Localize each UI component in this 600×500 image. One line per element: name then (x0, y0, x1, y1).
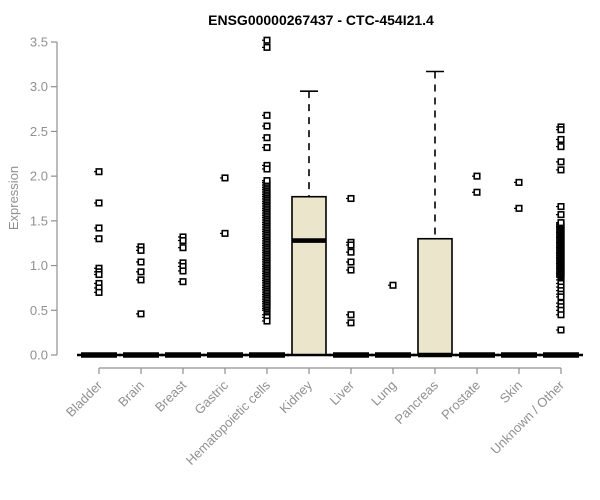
y-tick-label: 1.5 (30, 213, 48, 228)
data-point (221, 174, 229, 182)
y-tick-label: 2.0 (30, 169, 48, 184)
data-point (515, 204, 523, 212)
data-point (137, 268, 145, 276)
y-tick-label: 3.5 (30, 35, 48, 50)
data-point (95, 199, 103, 207)
box-group-bladder (77, 168, 121, 358)
x-tick-label: Brain (115, 378, 147, 410)
data-point (557, 166, 565, 174)
data-point (263, 143, 271, 152)
y-tick-label: 2.5 (30, 124, 48, 139)
data-point (263, 177, 271, 185)
data-point (347, 248, 355, 256)
data-point (263, 317, 271, 325)
box-group-skin (497, 178, 541, 358)
data-point (347, 194, 355, 203)
data-point (347, 241, 355, 249)
data-point (557, 211, 565, 219)
data-point (557, 293, 565, 301)
data-point (347, 258, 355, 266)
x-tick-label: Breast (152, 377, 189, 414)
chart-title: ENSG00000267437 - CTC-454I21.4 (208, 12, 434, 28)
data-point (557, 143, 565, 151)
data-point (95, 168, 103, 176)
data-point (263, 165, 271, 173)
data-point (557, 158, 565, 166)
x-tick-label: Prostate (438, 378, 483, 423)
x-tick-label: Liver (327, 377, 358, 408)
y-tick-label: 3.0 (30, 79, 48, 94)
data-point (473, 188, 481, 196)
data-point (179, 267, 187, 275)
y-tick-label: 1.0 (30, 258, 48, 273)
data-point (263, 134, 271, 142)
y-axis: 0.0 0.5 1.0 1.5 2.0 2.5 3.0 3.5 (30, 35, 58, 363)
x-tick-label: Unknown / Other (488, 377, 568, 457)
data-point (95, 270, 103, 279)
box-pancreas (417, 237, 453, 356)
box-kidney (291, 195, 327, 356)
data-point (263, 111, 271, 119)
y-tick-label: 0.0 (30, 348, 48, 363)
data-point (179, 278, 187, 286)
data-point (137, 310, 145, 318)
data-point (557, 219, 565, 227)
data-point (179, 236, 187, 245)
data-point (263, 36, 271, 44)
data-point (347, 311, 355, 319)
data-point (263, 43, 271, 51)
data-point (557, 126, 565, 134)
x-tick-label: Skin (497, 378, 525, 406)
data-point (389, 281, 397, 289)
box-group-lung (371, 281, 415, 358)
x-tick-label: Bladder (63, 377, 106, 420)
data-point (95, 224, 103, 232)
box-group-hematopoietic-cells (245, 36, 289, 358)
x-tick-label: Pancreas (392, 377, 442, 427)
box-group-kidney (287, 90, 331, 357)
x-tick-label: Lung (368, 378, 399, 409)
box-group-prostate (455, 172, 499, 358)
x-tick-label: Gastric (191, 377, 231, 417)
data-point (137, 246, 145, 254)
data-point (347, 266, 355, 274)
data-point (347, 319, 355, 327)
data-point (137, 258, 145, 266)
box-group-liver (329, 194, 373, 358)
data-point (557, 326, 565, 334)
data-point (95, 288, 103, 296)
box-group-unknown-other (539, 123, 583, 358)
box-group-breast (161, 233, 205, 358)
y-tick-label: 0.5 (30, 303, 48, 318)
data-point (557, 311, 565, 319)
data-point (95, 235, 103, 243)
data-point (515, 178, 523, 186)
box-group-brain (119, 243, 163, 358)
data-point (221, 229, 229, 237)
data-point (473, 172, 481, 180)
data-point (557, 202, 565, 211)
data-point (179, 244, 187, 252)
box-group-pancreas (413, 70, 457, 358)
x-tick-label: Kidney (276, 377, 315, 416)
data-point (137, 276, 145, 284)
box-group-gastric (203, 174, 247, 358)
data-point (263, 122, 271, 130)
data-point (557, 135, 565, 144)
